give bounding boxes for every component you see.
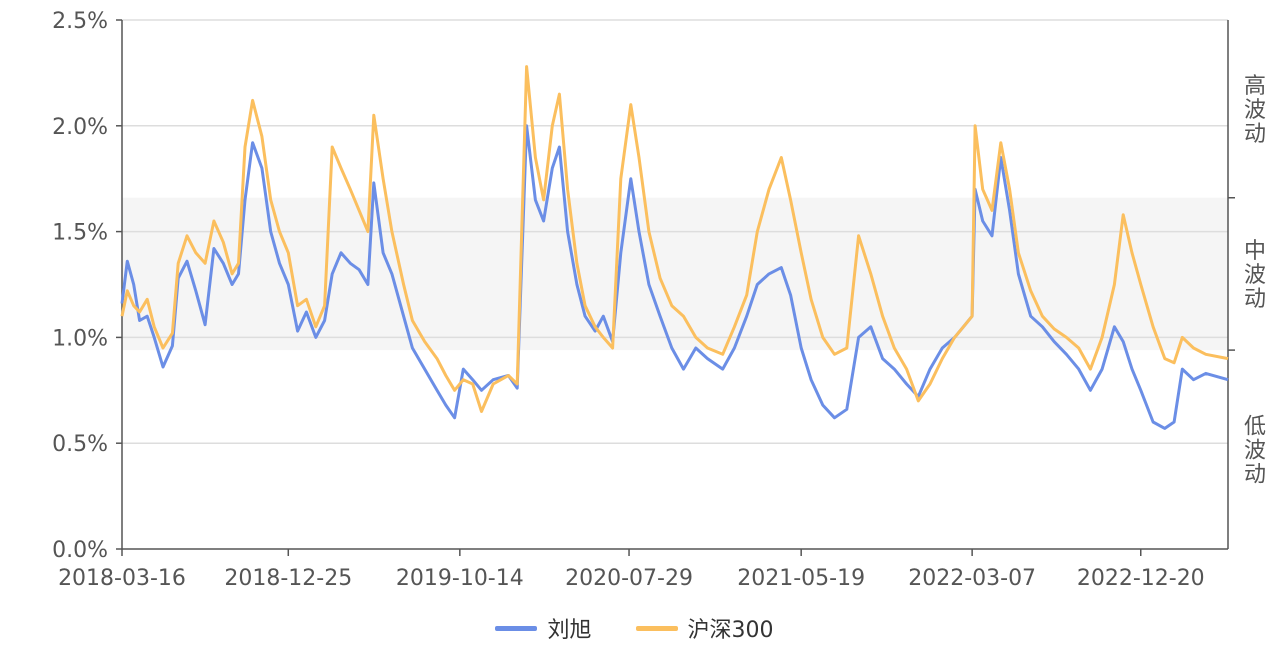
legend-label-csi300: 沪深300 — [687, 618, 774, 643]
legend-swatch-liuxu — [495, 625, 538, 631]
band-label-2: 高波动 — [1244, 74, 1266, 147]
volatility-chart: 0.0% 0.5% 1.0% 1.5% 2.0% 2.5% 2018-03-16 2018-1… — [52, 9, 1266, 591]
y-tick-label-5: 2.5% — [52, 9, 108, 34]
x-tick-label-0: 2018-03-16 — [58, 566, 186, 591]
series-line-1 — [120, 65, 1229, 413]
x-tick-label-6: 2022-12-20 — [1077, 566, 1205, 591]
x-tick-label-1: 2018-12-25 — [224, 566, 352, 591]
band-shade-1 — [122, 197, 1228, 351]
x-tick-label-2: 2019-10-14 — [396, 566, 524, 591]
band-label-0: 低波动 — [1244, 415, 1266, 488]
x-tick-label-4: 2021-05-19 — [737, 566, 865, 591]
band-label-1: 中波动 — [1244, 239, 1266, 312]
legend-item-liuxu[interactable]: 刘旭 — [495, 612, 592, 644]
y-tick-label-4: 2.0% — [52, 115, 108, 140]
legend: 刘旭 沪深300 — [0, 612, 1269, 644]
y-tick-label-2: 1.0% — [52, 326, 108, 351]
legend-label-liuxu: 刘旭 — [547, 618, 592, 643]
legend-swatch-csi300 — [635, 625, 678, 631]
y-tick-label-0: 0.0% — [52, 538, 108, 563]
y-tick-label-3: 1.5% — [52, 221, 108, 246]
legend-item-csi300[interactable]: 沪深300 — [635, 612, 774, 644]
y-tick-label-1: 0.5% — [52, 432, 108, 457]
x-tick-label-3: 2020-07-29 — [565, 566, 693, 591]
x-tick-label-5: 2022-03-07 — [908, 566, 1036, 591]
